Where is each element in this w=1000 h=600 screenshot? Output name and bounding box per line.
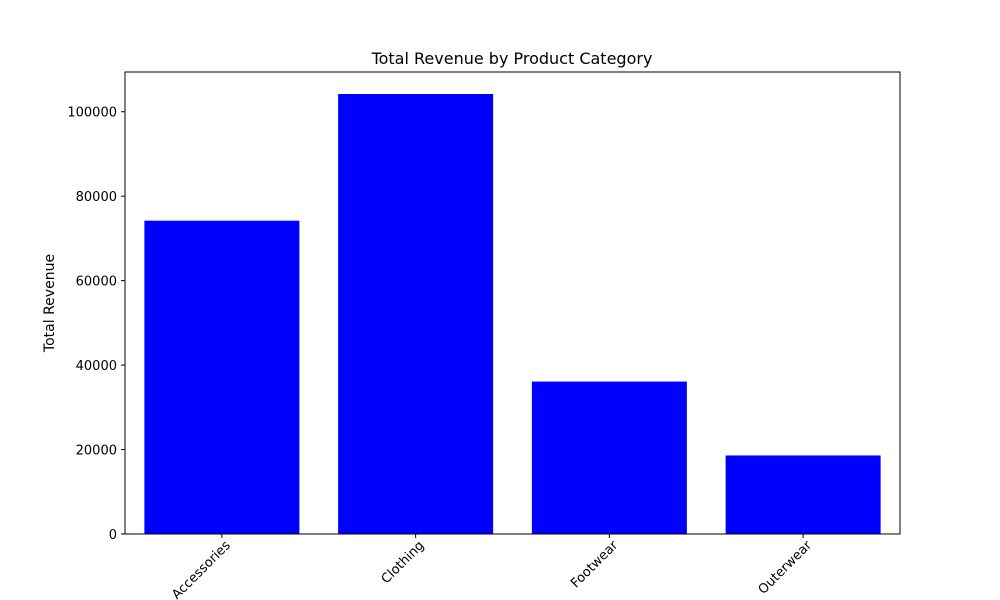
y-tick-label-60000: 60000 <box>76 275 117 290</box>
y-tick-label-80000: 80000 <box>76 190 117 205</box>
y-axis-label: Total Revenue <box>42 254 58 353</box>
bar-accessories <box>144 220 300 535</box>
bar-footwear <box>531 381 687 534</box>
x-tick-label-accessories: Accessories <box>169 538 234 600</box>
y-tick-label-40000: 40000 <box>76 359 117 374</box>
y-tick-label-0: 0 <box>109 528 117 543</box>
bar-clothing <box>338 94 494 534</box>
y-tick-label-100000: 100000 <box>67 106 117 121</box>
plot-frame <box>124 71 901 535</box>
x-tick-label-clothing: Clothing <box>379 538 428 587</box>
y-tick-label-20000: 20000 <box>76 444 117 459</box>
bars-group <box>144 94 881 535</box>
x-tick-label-outerwear: Outerwear <box>756 538 816 598</box>
bar-outerwear <box>725 455 881 534</box>
chart-title: Total Revenue by Product Category <box>371 49 653 68</box>
x-tick-label-footwear: Footwear <box>568 538 621 591</box>
